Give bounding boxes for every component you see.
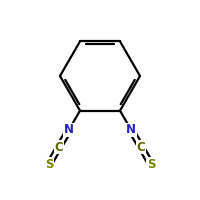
Text: C: C bbox=[55, 141, 63, 154]
Text: S: S bbox=[45, 158, 53, 171]
Text: N: N bbox=[64, 123, 74, 136]
Text: S: S bbox=[147, 158, 155, 171]
Text: C: C bbox=[137, 141, 145, 154]
Text: N: N bbox=[126, 123, 136, 136]
